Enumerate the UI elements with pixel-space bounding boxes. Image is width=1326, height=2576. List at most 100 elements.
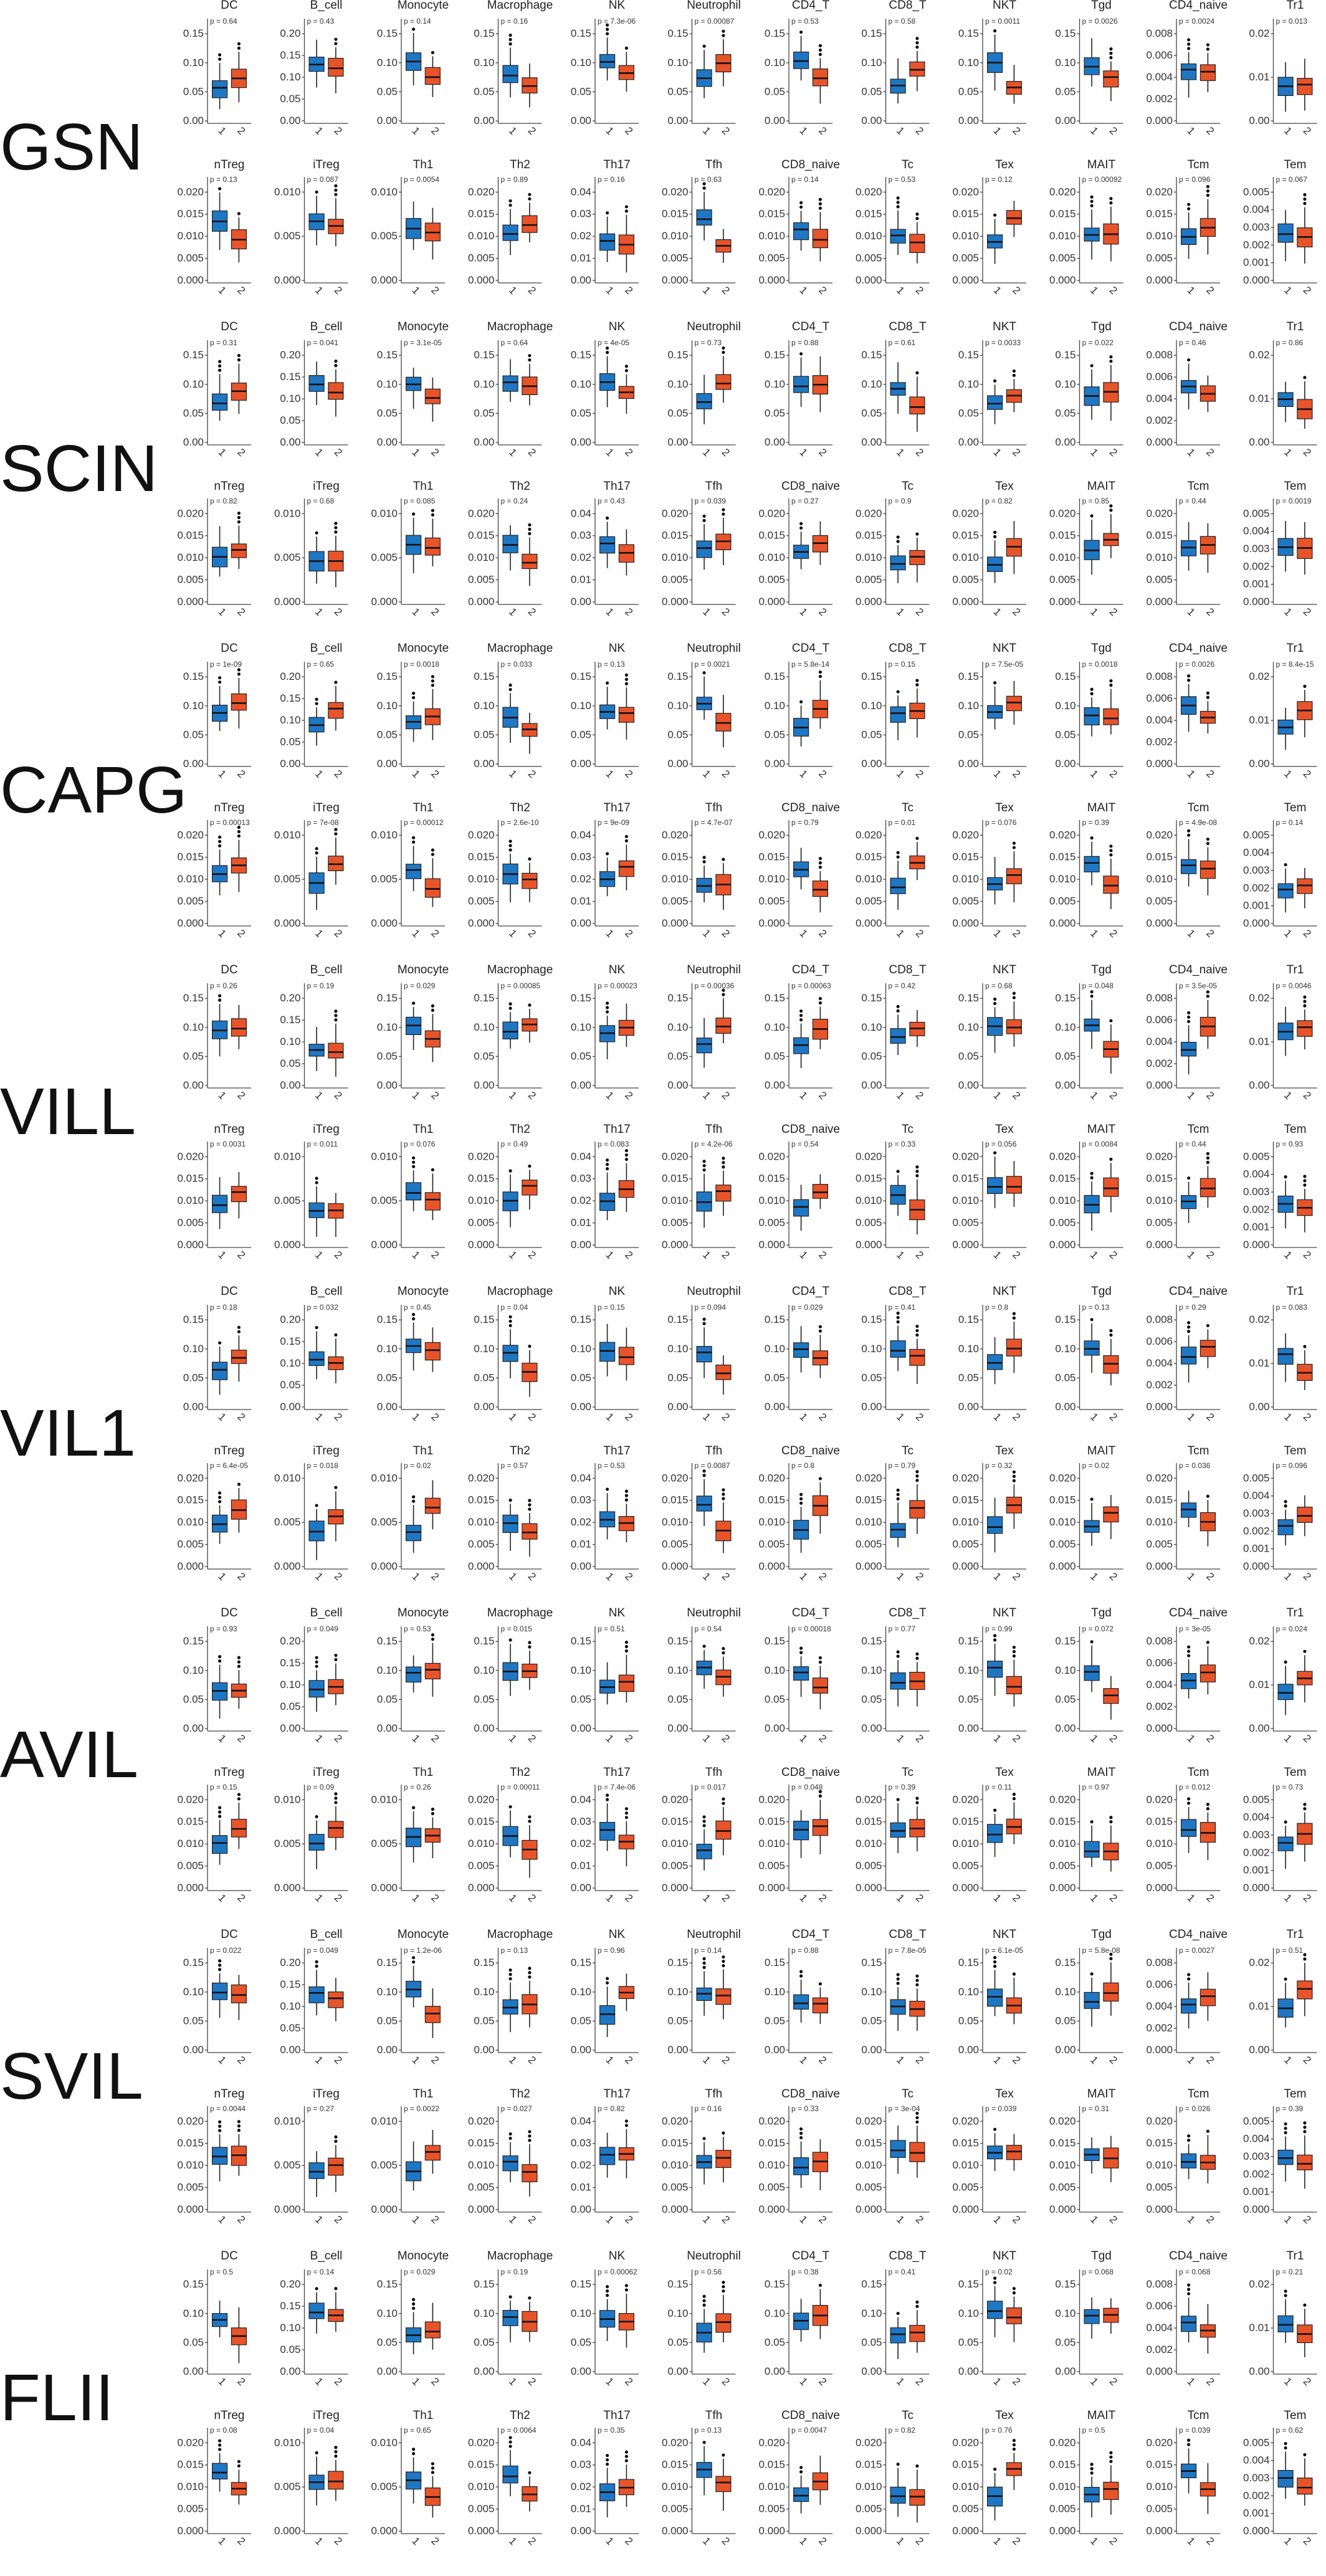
outlier-point <box>1303 1807 1307 1811</box>
y-tick-label: 0.000 <box>758 1882 785 1894</box>
y-tick-label: 0.04 <box>571 2115 591 2127</box>
outlier-point <box>237 42 241 45</box>
x-tick-label: 2 <box>1204 1892 1216 1904</box>
panel-title: Tc <box>902 1123 913 1136</box>
y-tick-label: 0.015 <box>1049 1816 1076 1828</box>
y-tick-label: 0.000 <box>468 274 495 286</box>
panel-title: iTreg <box>313 1123 340 1136</box>
p-value-label: p = 0.00011 <box>501 1783 540 1791</box>
y-tick-label: 0.005 <box>1049 1860 1076 1872</box>
y-tick-label: 0.15 <box>1055 1635 1076 1647</box>
y-tick-label: 0.005 <box>1049 1217 1076 1229</box>
panel-title: MAIT <box>1087 158 1116 171</box>
y-tick-label: 0.000 <box>1243 1560 1270 1572</box>
outlier-point <box>606 23 609 27</box>
y-tick-label: 0.020 <box>856 1150 882 1162</box>
box-group-1 <box>986 1516 1003 1534</box>
y-tick-label: 0.15 <box>280 1014 300 1026</box>
y-tick-label: 0.20 <box>280 27 300 39</box>
x-tick-label: 2 <box>913 284 926 297</box>
panel-title: NK <box>609 1928 626 1941</box>
box-group-2 <box>1297 1020 1313 1037</box>
outlier-point <box>508 687 512 692</box>
p-value-label: p = 0.14 <box>404 17 431 26</box>
panel-title: Macrophage <box>487 963 553 976</box>
p-value-label: p = 0.53 <box>791 17 819 26</box>
y-tick-label: 0.020 <box>856 1472 882 1484</box>
y-tick-label: 0.003 <box>1243 864 1270 876</box>
y-tick-label: 0.020 <box>468 2436 495 2448</box>
outlier-point <box>702 1815 706 1819</box>
y-tick-label: 0.15 <box>183 992 204 1004</box>
y-tick-label: 0.00 <box>280 436 300 448</box>
outlier-point <box>818 2283 822 2287</box>
y-tick-label: 0.010 <box>856 1195 882 1206</box>
panel-dc: DCp = 0.930.000.050.100.151 2 <box>183 1606 251 1745</box>
outlier-point <box>1090 687 1094 691</box>
panel-title: CD8_T <box>889 0 927 12</box>
panel-nk: NKp = 0.150.000.050.100.151 2 <box>571 1285 639 1423</box>
y-tick-label: 0.000 <box>952 2203 979 2215</box>
outlier-point <box>722 346 725 350</box>
y-tick-label: 0.000 <box>1049 1560 1076 1572</box>
y-tick-label: 0.015 <box>758 1494 785 1506</box>
y-tick-label: 0.010 <box>177 230 204 242</box>
x-tick-label: 2 <box>1010 1249 1023 1261</box>
y-tick-label: 0.000 <box>1146 2203 1173 2215</box>
box-group-2 <box>1200 1178 1216 1198</box>
box-group-1 <box>890 555 906 571</box>
y-tick-label: 0.00 <box>571 2525 591 2537</box>
y-tick-label: 0.015 <box>856 851 882 863</box>
p-value-label: p = 0.68 <box>307 497 335 505</box>
outlier-point <box>1187 1801 1191 1805</box>
y-tick-label: 0.006 <box>1146 1014 1173 1026</box>
y-tick-label: 0.00 <box>958 115 979 126</box>
y-tick-label: 0.015 <box>177 208 204 220</box>
p-value-label: p = 0.9 <box>889 497 912 505</box>
outlier-point <box>237 2464 241 2468</box>
y-tick-label: 0.008 <box>1146 349 1173 361</box>
x-tick-label: 1 <box>409 768 422 780</box>
panel-title: Th1 <box>413 1123 434 1136</box>
p-value-label: p = 0.16 <box>695 2104 722 2113</box>
x-tick-label: 2 <box>1204 2213 1216 2226</box>
x-tick-label: 1 <box>1088 606 1100 618</box>
y-tick-label: 0.02 <box>1249 1635 1269 1647</box>
outlier-point <box>334 1653 338 1658</box>
y-tick-label: 0.005 <box>274 1838 301 1849</box>
y-tick-label: 0.005 <box>274 1195 301 1206</box>
outlier-point <box>1303 1803 1307 1806</box>
p-value-label: p = 0.00085 <box>501 981 541 990</box>
y-tick-label: 0.005 <box>1049 895 1076 907</box>
x-tick-label: 2 <box>913 2054 926 2066</box>
p-value-label: p = 7.4e-06 <box>598 1783 636 1791</box>
y-tick-label: 0.05 <box>377 1693 398 1705</box>
p-value-label: p = 0.02 <box>985 2268 1013 2276</box>
p-value-label: p = 0.01 <box>889 818 916 827</box>
x-tick-label: 1 <box>1282 1570 1294 1583</box>
outlier-point <box>896 690 900 694</box>
y-tick-label: 0.05 <box>183 1371 204 1383</box>
outlier-point <box>528 354 532 358</box>
box-group-2 <box>715 1988 732 2005</box>
outlier-point <box>1090 1820 1094 1824</box>
box-group-1 <box>405 864 422 879</box>
panel-title: Tex <box>995 480 1014 493</box>
x-tick-label: 2 <box>622 1411 635 1423</box>
x-tick-label: 1 <box>216 1411 228 1423</box>
x-tick-label: 2 <box>235 2535 247 2547</box>
y-tick-label: 0.01 <box>1249 393 1269 404</box>
y-tick-label: 0.10 <box>474 1664 494 1676</box>
x-tick-label: 1 <box>507 1892 519 1904</box>
x-tick-label: 1 <box>1282 768 1294 780</box>
y-tick-label: 0.15 <box>667 1957 688 1968</box>
p-value-label: p = 0.029 <box>404 2268 436 2276</box>
x-tick-label: 2 <box>526 1732 538 1745</box>
